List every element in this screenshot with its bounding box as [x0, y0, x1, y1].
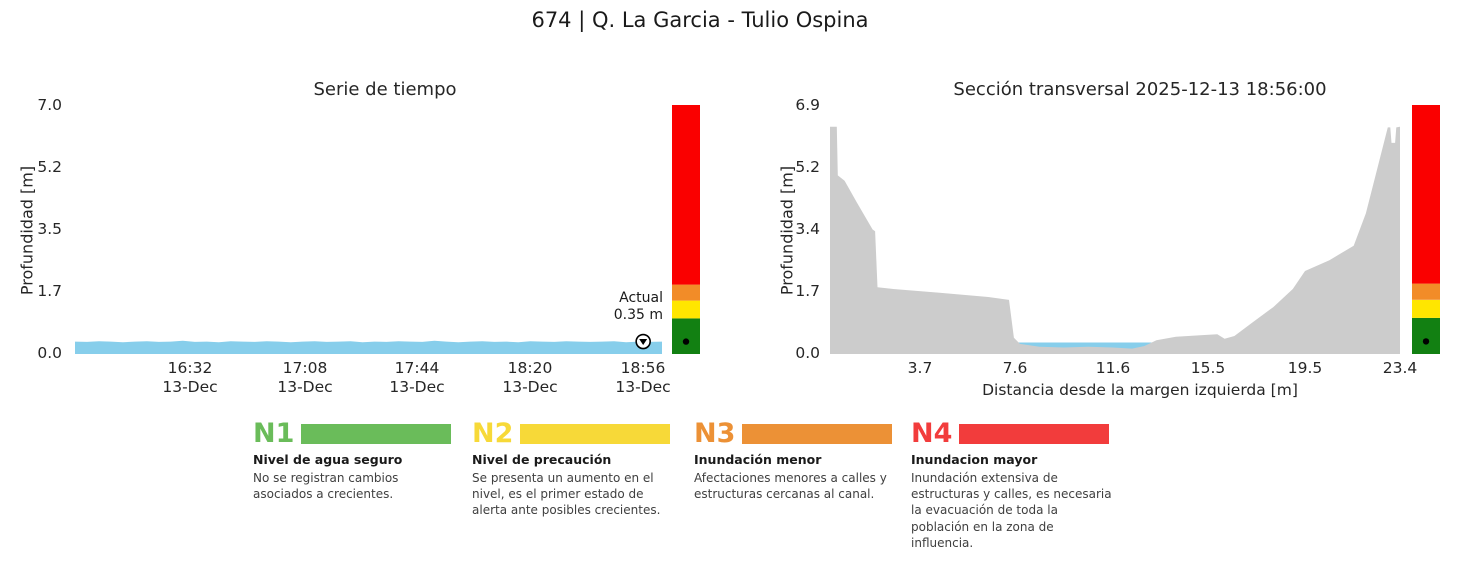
cross-section-ytick: 5.2: [795, 158, 820, 176]
timeseries-ytick: 7.0: [37, 96, 62, 114]
xtick-time: 17:44: [394, 359, 440, 377]
legend-code-n3: N3: [694, 418, 736, 449]
cross-section-plot: [830, 126, 1400, 354]
xtick-date: 13-Dec: [162, 378, 218, 396]
legend-code-n4: N4: [911, 418, 953, 449]
cross-section-xlabel: Distancia desde la margen izquierda [m]: [982, 381, 1298, 399]
timeseries-ytick: 3.5: [37, 220, 62, 238]
cross-section-xtick: 15.5: [1190, 359, 1226, 377]
legend-desc-n1: No se registran cambios asociados a crec…: [253, 471, 399, 502]
legend-swatch-n1: [301, 424, 452, 444]
legend-head-n4: N4: [911, 418, 1123, 449]
legend-item-n1: N1 Nivel de agua seguro No se registran …: [253, 418, 465, 502]
legend-desc-n4: Inundación extensiva de estructuras y ca…: [911, 471, 1112, 550]
cross-section-ytick: 1.7: [795, 282, 820, 300]
legend-desc-n2: Se presenta un aumento en el nivel, es e…: [472, 471, 661, 518]
cross-section-xtick: 11.6: [1095, 359, 1131, 377]
legend-code-n2: N2: [472, 418, 514, 449]
legend-item-n2: N2 Nivel de precaución Se presenta un au…: [472, 418, 684, 519]
timeseries-ytick: 5.2: [37, 158, 62, 176]
current-level-annotation: Actual 0.35 m: [531, 290, 663, 324]
xtick-time: 17:08: [282, 359, 328, 377]
legend-title-n4: Inundacion mayor: [911, 452, 1038, 467]
legend-swatch-n2: [520, 424, 671, 444]
legend-swatch-n3: [742, 424, 893, 444]
cross-section-alert-colorbar: [1412, 105, 1440, 354]
timeseries-xtick: 18:56 13-Dec: [593, 359, 693, 397]
legend-title-n3: Inundación menor: [694, 452, 822, 467]
legend-desc-n3: Afectaciones menores a calles y estructu…: [694, 471, 887, 502]
timeseries-alert-colorbar: [672, 105, 700, 354]
cross-section-ytick: 0.0: [795, 344, 820, 362]
xtick-date: 13-Dec: [389, 378, 445, 396]
timeseries-ytick: 1.7: [37, 282, 62, 300]
xtick-date: 13-Dec: [277, 378, 333, 396]
xtick-date: 13-Dec: [502, 378, 558, 396]
timeseries-xtick: 16:32 13-Dec: [140, 359, 240, 397]
timeseries-xtick: 17:08 13-Dec: [255, 359, 355, 397]
cross-section-xtick: 3.7: [907, 359, 933, 377]
xtick-date: 13-Dec: [615, 378, 671, 396]
cross-section-xtick: 23.4: [1382, 359, 1418, 377]
page-title: 674 | Q. La Garcia - Tulio Ospina: [531, 8, 869, 32]
cross-section-ytick: 6.9: [795, 96, 820, 114]
timeseries-plot: [75, 333, 662, 354]
current-level-label: Actual: [619, 290, 663, 306]
legend-swatch-n4: [959, 424, 1110, 444]
cross-section-xtick: 7.6: [1002, 359, 1028, 377]
legend-head-n3: N3: [694, 418, 906, 449]
legend-title-n2: Nivel de precaución: [472, 452, 612, 467]
cross-section-xtick: 19.5: [1287, 359, 1323, 377]
cross-section-ytick: 3.4: [795, 220, 820, 238]
legend-head-n2: N2: [472, 418, 684, 449]
legend-head-n1: N1: [253, 418, 465, 449]
xtick-time: 18:20: [507, 359, 553, 377]
timeseries-xtick: 17:44 13-Dec: [367, 359, 467, 397]
legend-item-n3: N3 Inundación menor Afectaciones menores…: [694, 418, 906, 502]
timeseries-title: Serie de tiempo: [313, 79, 457, 100]
legend-item-n4: N4 Inundacion mayor Inundación extensiva…: [911, 418, 1123, 551]
xtick-time: 16:32: [167, 359, 213, 377]
timeseries-ytick: 0.0: [37, 344, 62, 362]
legend-title-n1: Nivel de agua seguro: [253, 452, 403, 467]
legend-code-n1: N1: [253, 418, 295, 449]
timeseries-xtick: 18:20 13-Dec: [480, 359, 580, 397]
current-level-value: 0.35 m: [613, 307, 663, 323]
cross-section-title: Sección transversal 2025-12-13 18:56:00: [953, 79, 1327, 100]
xtick-time: 18:56: [620, 359, 666, 377]
